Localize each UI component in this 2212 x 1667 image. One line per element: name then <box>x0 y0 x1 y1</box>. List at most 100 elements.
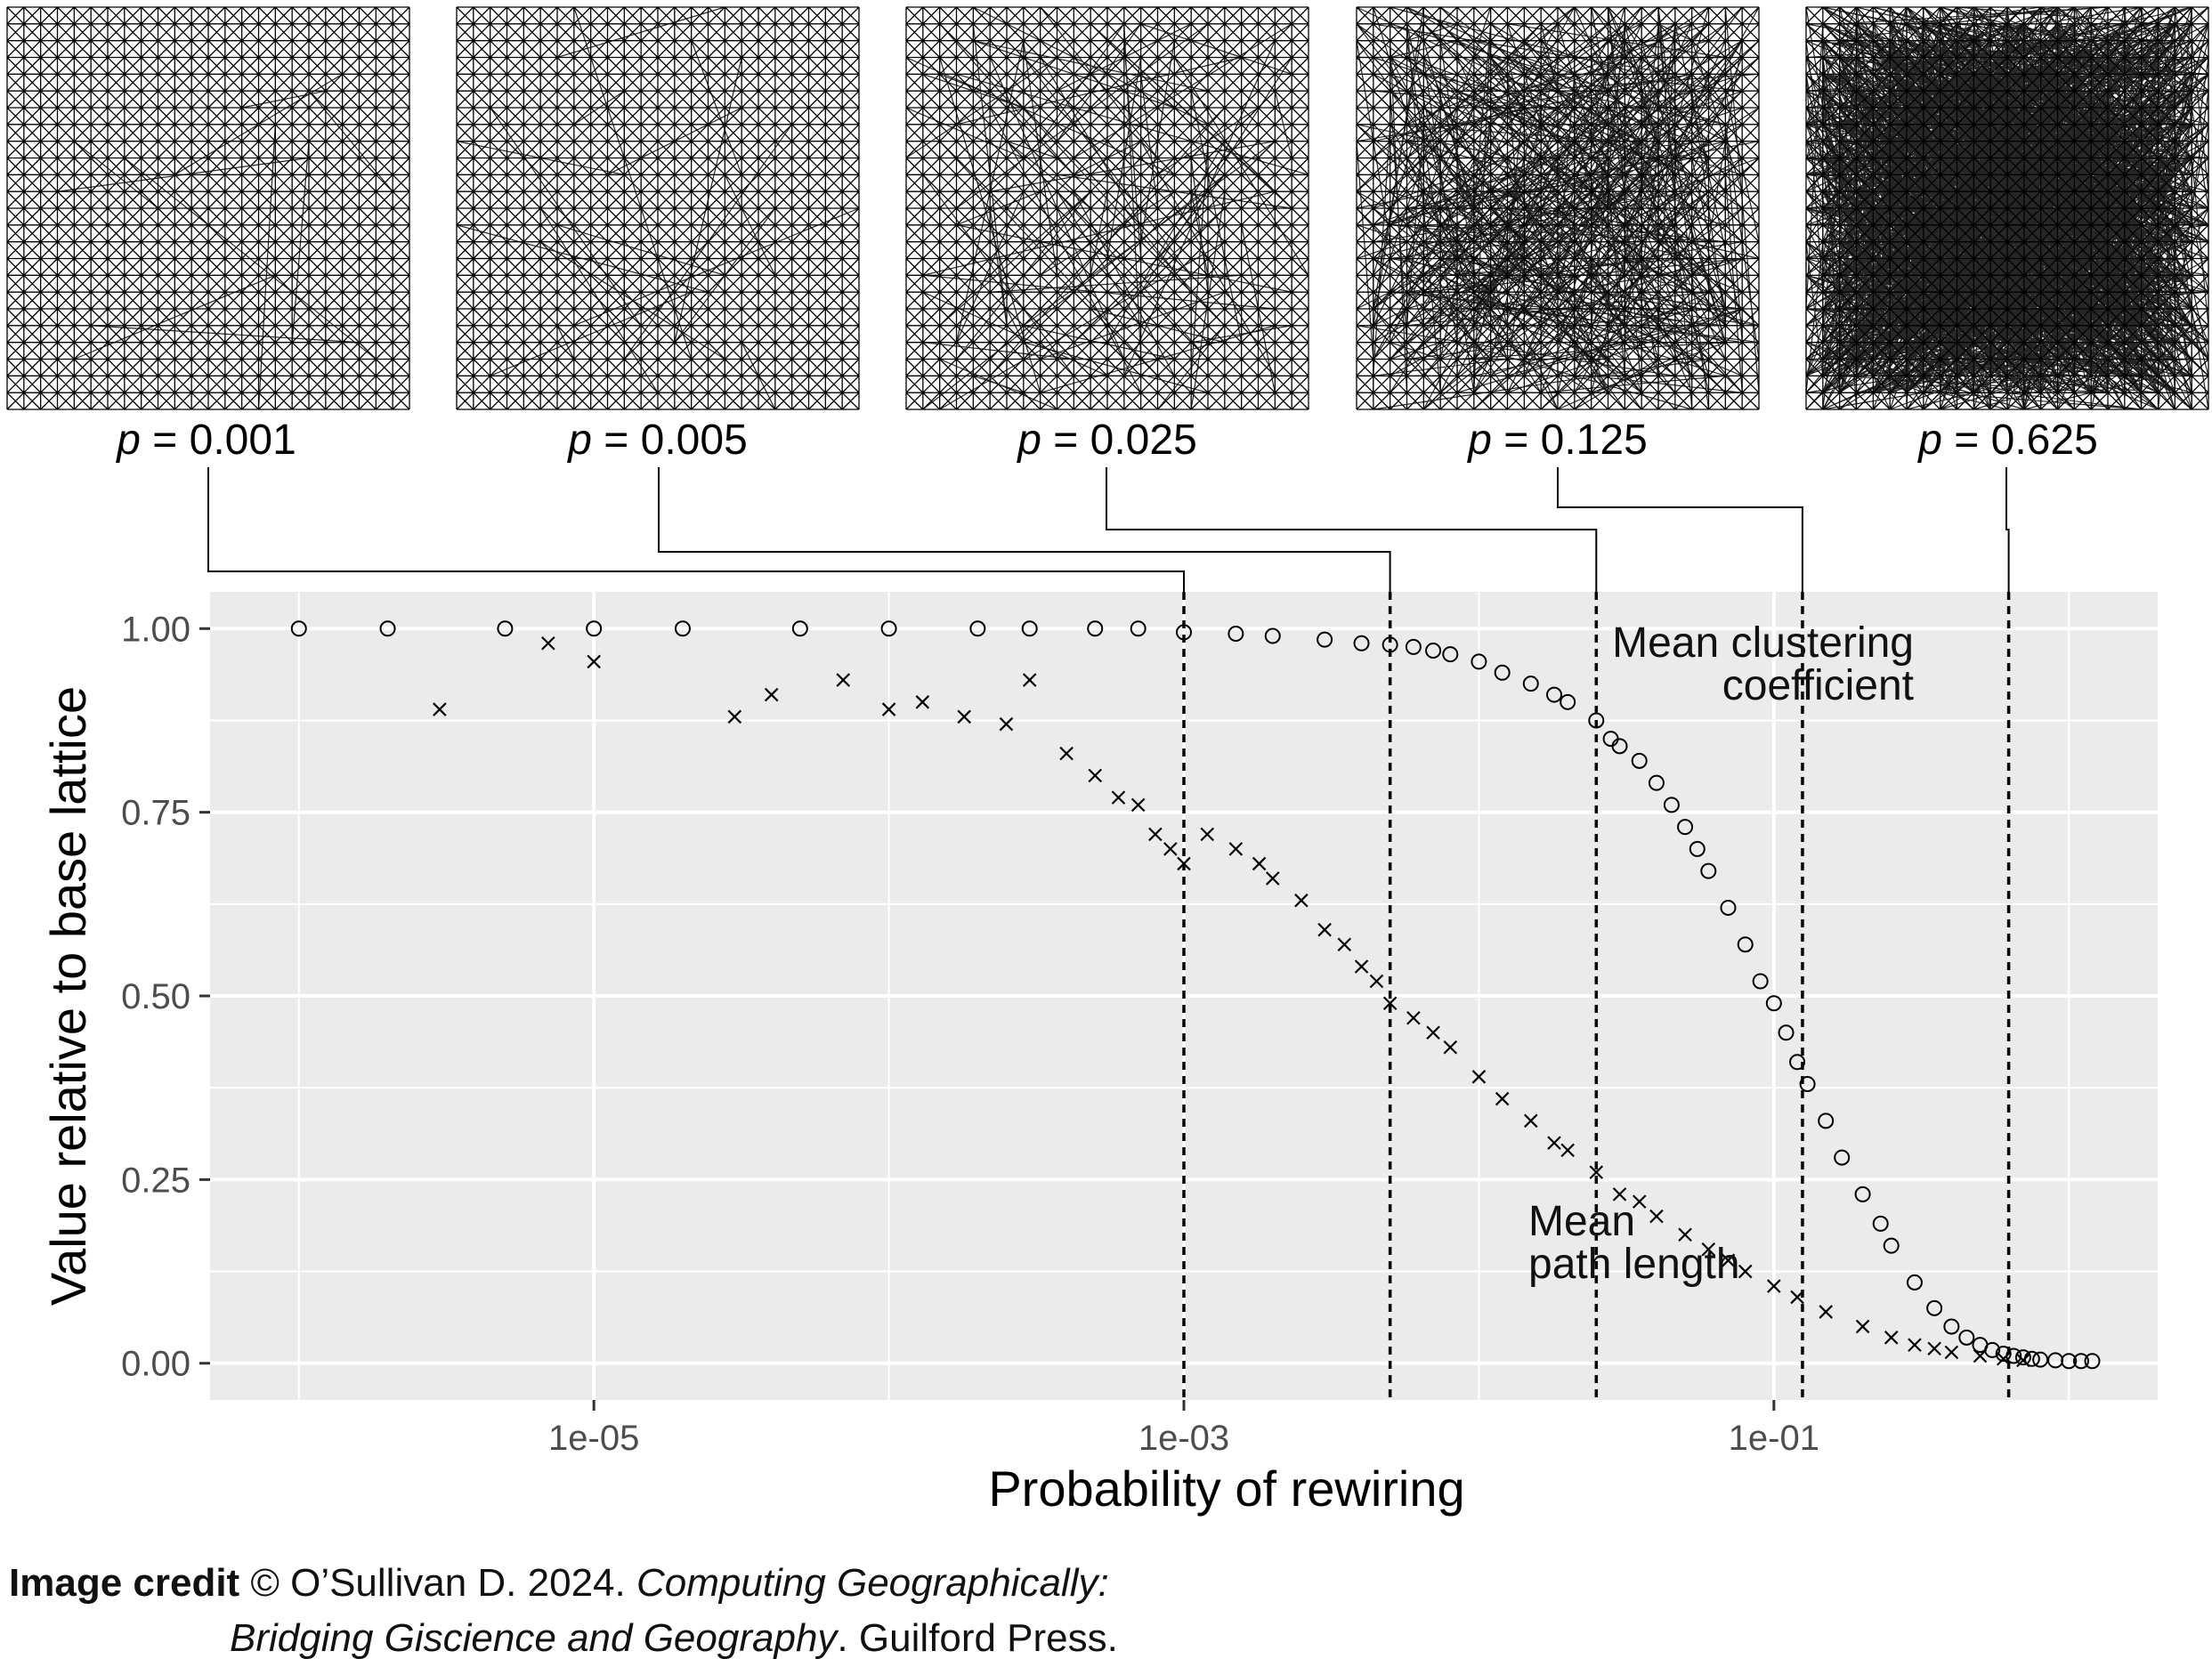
path-length-point <box>1721 1253 1736 1267</box>
clustering-point <box>1381 636 1398 653</box>
clustering-point <box>1021 620 1038 637</box>
path-length-point <box>881 702 896 716</box>
axes: 0.00 0.25 0.50 0.75 1.00 1e-05 1e-03 1e-01 <box>121 610 1819 1458</box>
clustering-point <box>1818 1113 1835 1129</box>
network-panels <box>6 6 2209 410</box>
clustering-point <box>290 620 307 637</box>
path-length-point <box>1148 827 1163 842</box>
clustering-point <box>1317 631 1333 648</box>
network-label-2: p = 0.025 <box>1016 417 1197 464</box>
path-length-point <box>1678 1227 1692 1242</box>
connector-line-3 <box>1557 467 1803 592</box>
network-rewired-edges-0 <box>57 73 393 410</box>
clustering-point <box>1720 899 1737 916</box>
clustering-point <box>1546 686 1563 703</box>
y-tick-label: 0.50 <box>121 977 190 1016</box>
path-length-point <box>1819 1305 1833 1319</box>
path-length-point <box>1426 1025 1440 1040</box>
clustering-point <box>1677 819 1694 836</box>
path-length-point <box>1855 1319 1870 1334</box>
network-label-4: p = 0.625 <box>1916 417 2098 464</box>
clustering-point <box>1995 1345 2012 1362</box>
credit-publisher: . Guilford Press. <box>837 1616 1118 1660</box>
path-length-point <box>999 716 1014 732</box>
clustering-point <box>1958 1329 1975 1346</box>
credit-label: Image credit <box>9 1561 240 1605</box>
x-tick-label: 1e-05 <box>548 1419 639 1458</box>
clustering-point <box>1611 738 1628 755</box>
x-tick-label: 1e-01 <box>1729 1419 1819 1458</box>
path-length-point <box>1228 842 1244 856</box>
path-length-point <box>1059 746 1074 761</box>
network-labels: p = 0.001 p = 0.005 p = 0.025 p = 0.125 … <box>115 417 2098 464</box>
path-length-point <box>764 687 779 702</box>
clustering-point <box>1663 797 1680 813</box>
clustering-point <box>1906 1274 1923 1291</box>
image-credit: Image credit © O’Sullivan D. 2024. Compu… <box>9 1556 1166 1666</box>
clustering-point <box>1353 635 1370 651</box>
clustering-point <box>1560 693 1576 710</box>
clustering-point <box>1087 620 1104 637</box>
path-length-point <box>836 673 851 687</box>
p-marker-lines <box>1182 592 2011 1400</box>
clustering-point <box>1765 995 1782 1012</box>
connector-lines <box>207 467 2010 592</box>
network-panel-2 <box>905 6 1309 410</box>
clustering-point <box>2014 1349 2031 1366</box>
path-length-point <box>1589 1165 1604 1179</box>
path-length-point <box>1111 790 1126 805</box>
path-length-point <box>1701 1242 1716 1257</box>
clustering-point <box>2084 1353 2101 1370</box>
connector-line-2 <box>1106 467 1598 592</box>
path-length-point <box>1022 673 1037 687</box>
clustering-point <box>1872 1215 1889 1232</box>
clustering-point <box>880 620 897 637</box>
clustering-point <box>1264 627 1281 644</box>
network-panel-0 <box>6 6 410 410</box>
annotation-path-line2: path length <box>1528 1241 1740 1288</box>
series-path-length-points <box>433 636 2030 1368</box>
path-length-point <box>1790 1290 1804 1305</box>
path-length-point <box>1738 1264 1753 1279</box>
clustering-point <box>1522 676 1539 692</box>
clustering-point <box>1176 624 1192 641</box>
path-length-point <box>1547 1136 1561 1150</box>
path-length-point <box>1177 856 1191 871</box>
path-length-point <box>1088 768 1103 783</box>
path-length-point <box>1130 797 1146 813</box>
path-length-point <box>1632 1194 1647 1209</box>
credit-title-line1: Computing Geographically: <box>636 1561 1109 1605</box>
annotation-clustering-line2: coefficient <box>1722 662 1914 709</box>
path-length-point <box>1944 1345 1959 1360</box>
clustering-point <box>1648 774 1665 791</box>
clustering-point <box>1494 664 1511 681</box>
network-label-3: p = 0.125 <box>1466 417 1648 464</box>
network-rewired-edges-1 <box>456 6 860 410</box>
network-label-1: p = 0.005 <box>566 417 748 464</box>
path-length-point <box>1523 1113 1538 1129</box>
clustering-point <box>1228 626 1244 643</box>
path-length-point <box>1354 959 1369 974</box>
clustering-point <box>969 620 986 637</box>
clustering-point <box>1834 1149 1851 1166</box>
path-length-point <box>2016 1353 2030 1368</box>
path-length-point <box>1200 827 1215 842</box>
clustering-point <box>1631 752 1648 769</box>
path-length-point <box>727 709 742 724</box>
clustering-point <box>1778 1024 1795 1041</box>
path-length-point <box>1317 922 1332 937</box>
path-length-point <box>1265 871 1280 886</box>
path-length-point <box>1337 937 1352 951</box>
clustering-point <box>1588 712 1605 729</box>
network-rewired-edges-2 <box>905 6 1309 410</box>
network-lattice-2 <box>905 6 1309 410</box>
path-length-point <box>915 695 930 709</box>
clustering-point <box>1854 1186 1871 1202</box>
clustering-point <box>1130 620 1147 637</box>
y-tick-label: 0.00 <box>121 1345 190 1384</box>
clustering-point <box>1926 1299 1943 1316</box>
path-length-point <box>1884 1331 1899 1345</box>
clustering-point <box>1425 643 1442 660</box>
clustering-point <box>586 620 603 637</box>
y-tick-label: 0.75 <box>121 794 190 833</box>
